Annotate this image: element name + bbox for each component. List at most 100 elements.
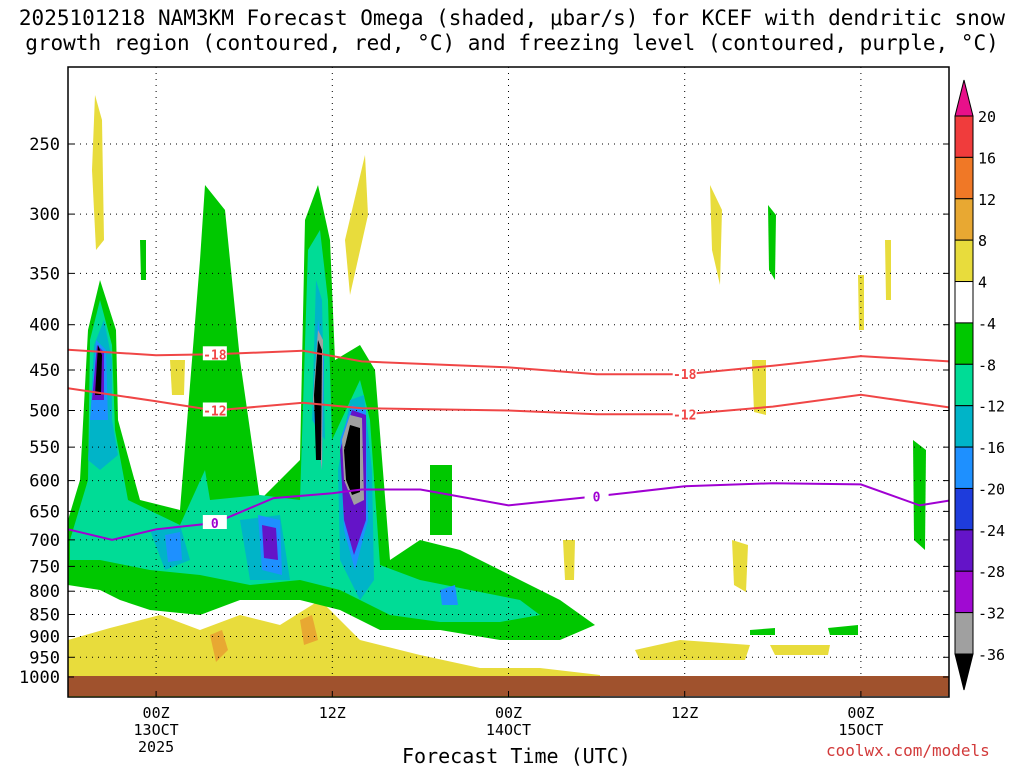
colorbar-tick-label: -8 [978, 356, 996, 374]
shade-negative-teal [70, 230, 540, 622]
y-tick-label: 600 [29, 472, 60, 492]
contour-line [67, 348, 950, 376]
colorbar-top-arrow [954, 79, 974, 117]
y-tick-label: 400 [29, 316, 60, 336]
contour-lines: -18 -18 -12 -12 0 0 [67, 346, 950, 541]
chart-title-line-1: 2025101218 NAM3KM Forecast Omega (shaded… [18, 6, 1006, 30]
colorbar-swatch [954, 570, 974, 614]
contour-label: -12 [673, 408, 696, 423]
colorbar-tick-label: -20 [978, 480, 1005, 498]
colorbar: 20 16 12 8 4 -4 -8 -12 -16 -20 -24 -28 -32 -36 [954, 79, 1005, 691]
colorbar-tick-label: -36 [978, 646, 1005, 664]
x-tick-label: 00Z [495, 704, 522, 722]
credit-link[interactable]: coolwx.com/models [826, 741, 990, 760]
shade-positive-upper-5 [858, 275, 864, 330]
colorbar-tick-label: 8 [978, 232, 987, 250]
shade-positive-late [635, 640, 750, 660]
shade-positive-upper-2 [345, 155, 368, 295]
shade-negative-green-isolated-1 [140, 240, 146, 280]
contour-label: 0 [593, 490, 601, 505]
y-tick-label: 250 [29, 135, 60, 155]
x-tick-label: 12Z [671, 704, 698, 722]
contour-label-bg [202, 346, 227, 361]
x-tick-label: 13OCT [134, 721, 179, 739]
colorbar-tick-label: 16 [978, 149, 996, 167]
contour-label: -18 [673, 368, 697, 383]
colorbar-swatch [954, 239, 974, 283]
colorbar-tick-label: 20 [978, 108, 996, 126]
x-tick-label: 12Z [319, 704, 346, 722]
shade-negative-green-isolated-3 [913, 440, 926, 550]
colorbar-swatch [954, 405, 974, 448]
shade-negative-green-isolated-2 [768, 205, 776, 280]
shade-negative-green-isolated-4 [430, 465, 452, 535]
contour-line [67, 387, 950, 416]
contour-label-bg [672, 366, 697, 381]
colorbar-tick-label: -12 [978, 398, 1005, 416]
x-tick-label: 00Z [847, 704, 874, 722]
y-tick-label: 650 [29, 502, 60, 522]
colorbar-swatch [954, 281, 974, 324]
terrain-ground [68, 676, 949, 696]
shade-negative-black-3 [344, 425, 360, 495]
shade-positive-mid-3 [752, 360, 766, 415]
shade-negative-lightblue [88, 280, 374, 600]
plot-area: -18 -18 -12 -12 0 0 [67, 66, 950, 698]
contour-line [67, 482, 950, 541]
chart-title-line-2: growth region (contoured, red, °C) and f… [25, 31, 999, 55]
shade-positive-orange2 [300, 615, 318, 645]
shade-positive-upper-4 [885, 240, 891, 300]
y-tick-label: 800 [29, 582, 60, 602]
shade-negative-green-isolated-5 [750, 628, 775, 635]
y-tick-label: 750 [29, 557, 60, 577]
shade-positive-orange [210, 630, 228, 662]
y-tick-label: 950 [29, 648, 60, 668]
y-axis: 2503003504004505005506006507007508008509… [19, 135, 949, 688]
y-tick-label: 450 [29, 361, 60, 381]
colorbar-swatch [954, 487, 974, 531]
colorbar-swatch [954, 322, 974, 365]
colorbar-swatch [954, 612, 974, 655]
y-tick-label: 500 [29, 402, 60, 422]
y-tick-label: 1000 [19, 668, 60, 688]
colorbar-tick-label: 12 [978, 191, 996, 209]
colorbar-tick-label: -4 [978, 315, 996, 333]
colorbar-swatch [954, 156, 974, 200]
contour-label: -12 [203, 405, 226, 420]
x-tick-label: 00Z [143, 704, 170, 722]
contour-label: 0 [211, 517, 219, 532]
shade-positive-mid-5 [563, 540, 575, 580]
y-tick-label: 550 [29, 438, 60, 458]
shade-positive-mid-2 [170, 360, 185, 395]
contour-label-bg [202, 402, 227, 417]
y-tick-label: 900 [29, 627, 60, 647]
contour-label-bg [672, 406, 697, 421]
colorbar-bottom-arrow [954, 653, 974, 691]
shade-positive-lowlevel [68, 600, 600, 697]
colorbar-tick-label: -32 [978, 605, 1005, 623]
y-tick-label: 850 [29, 606, 60, 626]
x-axis-title: Forecast Time (UTC) [402, 744, 631, 768]
x-tick-label: 2025 [138, 738, 174, 756]
colorbar-tick-label: -24 [978, 522, 1005, 540]
shade-positive-late2 [770, 645, 830, 655]
contour-label-bg [202, 515, 227, 530]
shade-negative-green-isolated-6 [828, 625, 858, 635]
shade-positive-upper-3 [710, 185, 722, 285]
colorbar-swatch [954, 363, 974, 407]
contour-label: -18 [203, 348, 227, 363]
colorbar-swatch [954, 529, 974, 572]
colorbar-tick-label: -28 [978, 563, 1005, 581]
shade-positive-upper-1 [92, 95, 104, 250]
colorbar-tick-label: 4 [978, 274, 987, 292]
contour-label-bg [584, 488, 609, 503]
colorbar-swatch [954, 446, 974, 489]
x-tick-label: 14OCT [486, 721, 531, 739]
y-tick-label: 350 [29, 264, 60, 284]
y-tick-label: 700 [29, 531, 60, 551]
colorbar-swatch [954, 115, 974, 158]
x-tick-label: 15OCT [838, 721, 883, 739]
colorbar-swatch [954, 198, 974, 241]
